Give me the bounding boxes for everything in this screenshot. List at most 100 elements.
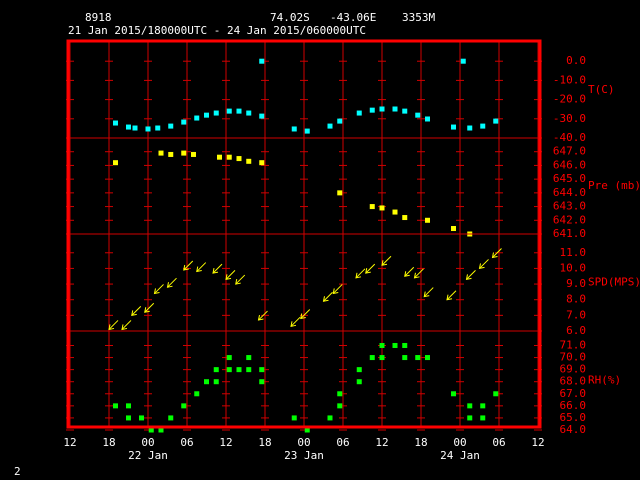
arrow-part: [381, 260, 388, 266]
arrow-part: [166, 282, 173, 288]
data-point: [181, 119, 187, 125]
data-point: [304, 128, 310, 134]
y-tick-label: 69.0: [560, 363, 587, 376]
data-point: [467, 403, 473, 409]
y-tick-label: 6.0: [566, 324, 586, 337]
arrow-part: [355, 268, 366, 279]
data-point: [467, 415, 473, 421]
data-point: [226, 367, 232, 373]
arrow-part: [300, 313, 306, 320]
data-point: [236, 156, 242, 162]
arrow-part: [167, 277, 177, 288]
data-point: [451, 391, 456, 397]
data-point: [369, 107, 375, 113]
y-tick-label: 65.0: [560, 411, 587, 424]
wind-arrow: [332, 284, 343, 295]
arrow-part: [131, 306, 142, 316]
data-point: [246, 110, 252, 116]
x-tick-label: 06: [180, 436, 193, 449]
data-point: [480, 123, 486, 129]
date-label: 24 Jan: [440, 449, 480, 462]
data-point: [145, 126, 151, 132]
data-point: [246, 355, 252, 361]
arrow-part: [290, 316, 301, 327]
y-axis-label: Pre (mb): [588, 179, 640, 192]
y-tick-label: -30.0: [553, 112, 586, 125]
x-tick-label: 18: [102, 436, 115, 449]
wind-arrow: [108, 320, 119, 331]
arrow-part: [212, 263, 223, 274]
arrow-part: [404, 266, 415, 277]
arrow-part: [446, 294, 453, 301]
wind-arrow: [381, 255, 392, 266]
arrow-part: [258, 310, 268, 321]
data-point: [213, 379, 219, 385]
data-point: [402, 342, 408, 348]
data-point: [259, 367, 265, 373]
x-tick-label: 12: [375, 436, 388, 449]
arrow-part: [365, 268, 371, 274]
wind-arrow: [423, 287, 434, 298]
data-point: [369, 355, 375, 361]
arrow-part: [404, 271, 410, 277]
arrow-part: [235, 274, 246, 285]
y-tick-label: 64.0: [560, 423, 587, 436]
data-point: [467, 125, 473, 131]
data-point: [236, 367, 242, 373]
arrow-part: [225, 270, 236, 280]
arrow-part: [466, 270, 476, 280]
x-tick-label: 12: [531, 436, 544, 449]
plot-frame: [66, 39, 542, 429]
arrow-part: [465, 274, 472, 281]
data-point: [204, 379, 209, 385]
arrow-part: [365, 263, 376, 274]
arrow-part: [332, 284, 343, 294]
data-point: [425, 217, 430, 223]
wind-arrow: [322, 291, 333, 302]
arrow-part: [153, 288, 160, 295]
x-tick-label: 12: [63, 436, 76, 449]
x-tick-label: 06: [492, 436, 505, 449]
x-tick-label: 12: [219, 436, 232, 449]
data-point: [139, 415, 144, 421]
data-point: [402, 215, 408, 221]
data-point: [246, 158, 252, 164]
arrow-part: [355, 272, 362, 279]
wind-arrow: [491, 248, 502, 259]
data-point: [168, 123, 174, 129]
arrow-part: [196, 262, 207, 272]
data-point: [460, 58, 466, 64]
data-point: [259, 113, 265, 119]
data-point: [181, 403, 187, 409]
y-tick-label: -40.0: [553, 131, 586, 144]
y-axis-label: T(C): [588, 83, 615, 96]
wind-arrow: [257, 310, 268, 321]
x-tick-label: 00: [297, 436, 310, 449]
data-point: [226, 108, 232, 114]
data-point: [392, 106, 398, 112]
y-tick-label: 0.0: [566, 54, 586, 67]
data-point: [113, 120, 118, 126]
arrow-part: [196, 266, 202, 273]
wind-arrow: [465, 270, 476, 281]
y-tick-label: 71.0: [560, 338, 587, 351]
data-point: [194, 115, 200, 121]
data-point: [181, 150, 187, 156]
data-point: [113, 403, 118, 409]
data-point: [369, 204, 375, 210]
arrow-part: [492, 248, 502, 258]
data-point: [337, 190, 343, 196]
data-point: [425, 116, 430, 122]
y-axis-label: RH(%): [588, 374, 621, 387]
arrow-part: [423, 291, 430, 298]
data-point: [451, 124, 456, 130]
x-tick-label: 18: [258, 436, 271, 449]
data-point: [356, 110, 362, 116]
arrow-part: [290, 321, 297, 327]
data-point: [132, 125, 138, 131]
y-tick-label: 11.0: [560, 246, 587, 259]
arrow-part: [323, 291, 333, 302]
data-point: [425, 355, 430, 361]
